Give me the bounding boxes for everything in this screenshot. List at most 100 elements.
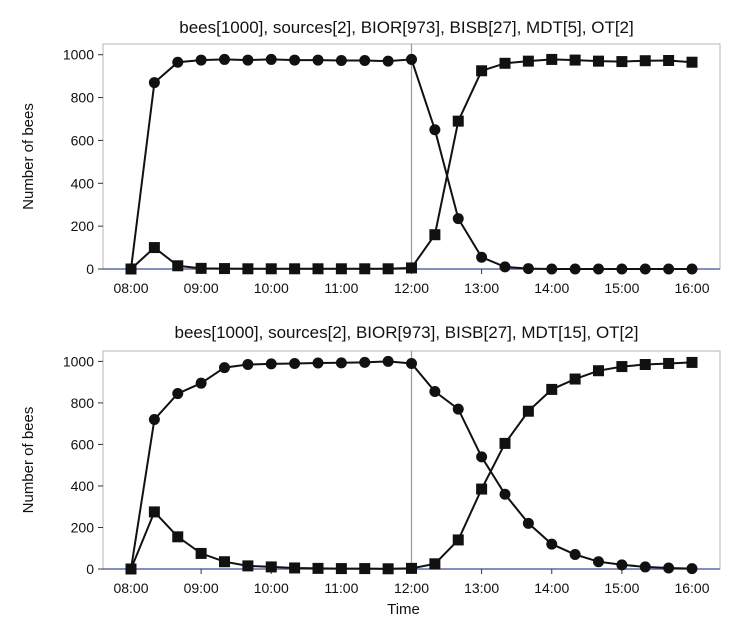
chart2-series-2-point: [195, 547, 207, 559]
chart2-x-tick-label: 09:00: [184, 580, 219, 596]
chart1-series-2-point: [148, 242, 160, 254]
chart2-series-1-point: [616, 559, 628, 571]
chart1-x-tick-label: 16:00: [674, 280, 709, 296]
chart2-series-2-point: [663, 357, 675, 369]
chart1-series-1-point: [569, 263, 581, 275]
chart2-y-tick-label: 400: [71, 478, 95, 494]
chart2-x-tick-label: 08:00: [113, 580, 148, 596]
chart1-series-1-point: [429, 124, 441, 136]
chart1-series-1-point: [616, 263, 628, 275]
chart1-series-2-point: [499, 57, 511, 69]
chart2-series-1-point: [335, 357, 347, 369]
chart1-x-tick-label: 09:00: [184, 280, 219, 296]
chart1-series-1-point: [172, 56, 184, 68]
chart2-series-2-point: [312, 562, 324, 574]
chart2-series-2-point: [452, 534, 464, 546]
chart2-y-tick-label: 1000: [63, 353, 94, 369]
chart2-x-axis-label: Time: [387, 601, 420, 618]
chart2-y-axis-label: Number of bees: [20, 407, 37, 514]
chart1-series-1-point: [663, 263, 675, 275]
chart1-series-2-point: [663, 55, 675, 66]
chart2-y-tick-label: 200: [71, 519, 95, 535]
chart2-series-1-point: [359, 356, 371, 368]
chart1-series-1-point: [219, 53, 230, 65]
chart1-series-2-point: [312, 263, 324, 275]
chart1-series-1-point: [195, 54, 207, 66]
chart2-series-2-point: [429, 558, 441, 570]
chart2-series-2-point: [242, 560, 254, 572]
chart1-series-2-point: [616, 56, 628, 68]
chart2-series-2-point: [476, 483, 488, 495]
chart2-series-2-point: [522, 405, 534, 417]
chart1-series-1-point: [452, 213, 464, 225]
chart2-x-tick-label: 13:00: [464, 580, 499, 596]
chart1-x-tick-label: 12:00: [394, 280, 429, 296]
chart1-series-2-point: [172, 260, 184, 272]
chart1-series-1-point: [289, 54, 301, 66]
chart2-series-1-point: [195, 377, 207, 389]
chart1-series-1-point: [686, 263, 698, 275]
chart1-y-tick-label: 0: [86, 261, 94, 277]
chart2-series-1-point: [546, 538, 558, 550]
chart2-series-1-point: [686, 563, 698, 575]
chart2-x-tick-label: 14:00: [534, 580, 569, 596]
chart1-series-1-point: [382, 55, 394, 67]
chart1-x-tick-label: 15:00: [604, 280, 639, 296]
chart1-series-2-point: [639, 55, 651, 67]
chart1-series-1-point: [499, 261, 511, 273]
chart2-series-1-point: [312, 357, 324, 369]
chart1-series-1-point: [242, 54, 254, 66]
chart2-series-2-point: [289, 562, 301, 574]
chart1-series-1-point: [593, 263, 604, 275]
chart1-x-tick-label: 11:00: [324, 280, 358, 296]
chart2-series-1-point: [499, 488, 511, 500]
chart2-series-1-point: [522, 517, 534, 529]
chart2-series-1-point: [639, 561, 651, 573]
chart2-series-2-point: [382, 563, 394, 575]
chart2-series-2-point: [265, 561, 277, 573]
chart1-series-1-point: [406, 53, 417, 65]
chart1-y-tick-label: 800: [71, 90, 95, 106]
chart2-series-2-point: [172, 531, 184, 543]
chart1-series-2-point: [476, 65, 488, 77]
chart2-series-1-point: [242, 358, 254, 370]
chart1-series-2-point: [125, 263, 137, 275]
chart2-series-2-point: [359, 563, 371, 575]
chart2-y-tick-label: 800: [71, 395, 95, 411]
chart1-y-tick-label: 200: [71, 218, 95, 234]
chart2-series-1-point: [593, 556, 604, 568]
chart2-series-1-point: [172, 388, 184, 400]
chart1-series-2-point: [406, 262, 417, 274]
chart1-series-1-point: [546, 263, 558, 275]
chart2-series-1-point: [289, 357, 301, 369]
chart1-series-2-point: [569, 54, 581, 66]
chart1-x-tick-label: 10:00: [254, 280, 289, 296]
chart1-series-2-point: [522, 55, 534, 67]
chart2-series-2-point: [335, 563, 347, 575]
chart2-series-1-point: [476, 451, 488, 463]
chart2-series-2-point: [125, 563, 137, 575]
chart2-series-1-point: [265, 358, 277, 370]
chart1-series-1-point: [265, 53, 277, 65]
chart2-x-tick-label: 16:00: [674, 580, 709, 596]
chart1-series-1-point: [148, 77, 160, 89]
chart2-series-1-point: [406, 357, 417, 369]
chart2-series-2-point: [148, 506, 160, 518]
chart1-y-tick-label: 600: [71, 132, 95, 148]
chart1-series-1-point: [639, 263, 651, 275]
chart2-series-1-point: [219, 362, 230, 374]
chart1-series-2-point: [382, 263, 394, 275]
chart2-series-2-point: [219, 556, 230, 568]
chart2-series-1-point: [452, 403, 464, 415]
chart2-series-2-point: [639, 358, 651, 370]
chart1-y-axis-label: Number of bees: [20, 103, 37, 210]
chart1-x-tick-label: 08:00: [113, 280, 148, 296]
chart1-series-2-point: [219, 263, 230, 275]
chart1-series-2-point: [546, 53, 558, 65]
chart1-series-1-point: [335, 55, 347, 66]
chart2-series-2-point: [569, 373, 581, 385]
chart2-series-2-point: [499, 437, 511, 449]
chart1-title: bees[1000], sources[2], BIOR[973], BISB[…: [179, 18, 633, 37]
